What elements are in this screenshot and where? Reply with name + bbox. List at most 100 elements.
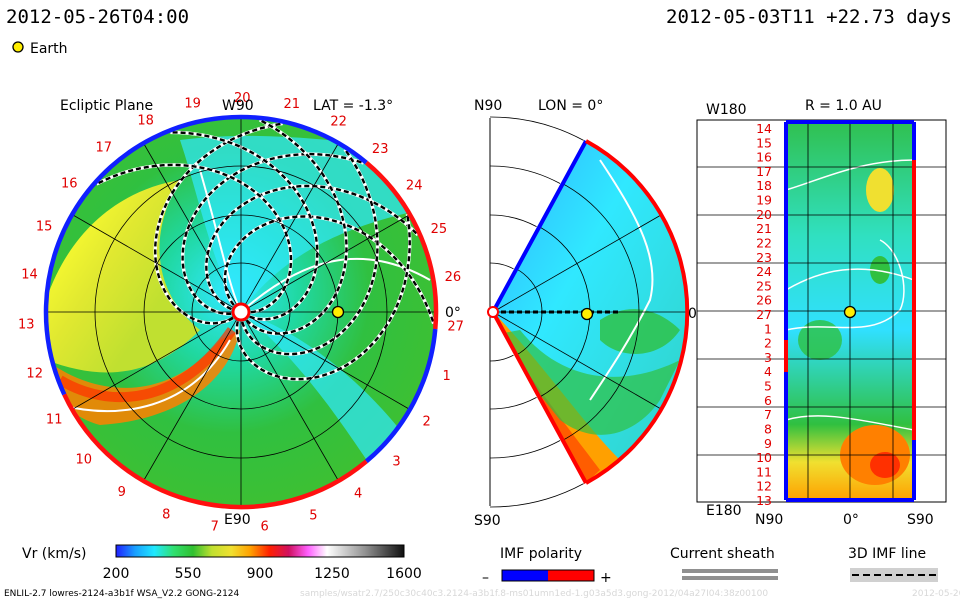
lonlat-y-label: 3 [764, 350, 772, 365]
meridional-earth-marker [580, 307, 594, 321]
meridional-green-region [493, 330, 680, 435]
meridional-outer-ring [489, 165, 561, 184]
meridional-edge-north [491, 140, 588, 313]
lonlat-sheath-2 [786, 268, 914, 291]
lonlat-sheath-1 [786, 159, 914, 191]
lonlat-y-label: 11 [756, 464, 772, 479]
run-time: 2012-05-03T11 +22.73 days [666, 6, 952, 28]
carrington-label: 25 [431, 222, 448, 237]
imf-negative-swatch [502, 570, 548, 581]
lonlat-panel: 1415161718192021222324252627123456789101… [696, 98, 947, 528]
lonlat-y-labels: 1415161718192021222324252627123456789101… [756, 121, 772, 508]
carrington-label: 1 [442, 369, 450, 384]
carrington-label: 19 [184, 97, 201, 112]
lonlat-y-label: 8 [764, 422, 772, 437]
carrington-label: 18 [137, 113, 154, 128]
lonlat-y-label: 25 [756, 278, 772, 293]
imf-line [241, 148, 379, 356]
carrington-longitude-labels: 19 20 212223242526271234567891011121314151… [18, 91, 464, 535]
ecliptic-lat-label: LAT = -1.3° [313, 98, 393, 114]
meridional-grid-spoke [493, 214, 663, 313]
carrington-label: 2 [422, 415, 430, 430]
ecliptic-polarity-ring [43, 114, 439, 510]
lonlat-earth-marker [843, 305, 857, 319]
lonlat-y-label: 18 [756, 178, 772, 193]
lonlat-top-label: W180 [706, 102, 747, 118]
carrington-label: 10 [76, 453, 93, 468]
lonlat-x-label-n90: N90 [755, 512, 783, 528]
lonlat-title: R = 1.0 AU [805, 98, 882, 114]
imf-plus-label: + [600, 570, 612, 586]
polarity-ring-arc [240, 114, 368, 165]
ecliptic-cyan-region [180, 135, 420, 312]
lonlat-y-label: 22 [756, 236, 772, 251]
colorbar-ticks: 200 550 900 1250 1600 [103, 566, 422, 582]
carrington-label: 24 [406, 179, 423, 194]
meridional-bottom-label: S90 [474, 513, 501, 529]
carrington-label: 6 [261, 520, 269, 535]
carrington-label: 16 [61, 177, 78, 192]
meridional-outer-arc [585, 139, 690, 485]
lonlat-y-label: 27 [756, 307, 772, 322]
ecliptic-plane-panel: 19 20 212223242526271234567891011121314151… [18, 91, 464, 535]
carrington-label: 7 [211, 519, 219, 534]
imf-line [205, 184, 419, 311]
footer-model-info: ENLIL-2.7 lowres-2124-a3b1f WSA_V2.2 GON… [4, 589, 240, 599]
meridional-grid-spoke [493, 311, 663, 410]
lonlat-bottom-label: E180 [706, 503, 742, 519]
lonlat-y-label: 21 [756, 221, 772, 236]
ecliptic-imf-lines [95, 118, 436, 381]
lonlat-y-label: 15 [756, 135, 772, 150]
current-sheath-swatch-2 [682, 576, 778, 580]
polarity-ring-arc [43, 114, 242, 396]
imf-minus-label: – [482, 570, 489, 586]
lonlat-y-label: 9 [764, 436, 772, 451]
imf-line [96, 163, 293, 314]
meridional-lon-label: LON = 0° [538, 98, 603, 114]
ecliptic-current-sheath [59, 339, 231, 413]
ecliptic-stream-core [57, 327, 237, 403]
lonlat-y-label: 14 [756, 121, 772, 136]
polarity-ring-arc [364, 160, 439, 330]
lonlat-y-label: 7 [764, 407, 772, 422]
meridional-outer-ring [489, 214, 537, 227]
imf-line-swatch-bg [850, 568, 938, 582]
lonlat-y-label: 1 [764, 321, 772, 336]
lonlat-y-label: 16 [756, 150, 772, 165]
current-sheath-title: Current sheath [670, 546, 775, 562]
carrington-label: 20 [234, 91, 251, 106]
polarity-ring-arc [364, 328, 438, 464]
lonlat-y-label: 17 [756, 164, 772, 179]
lonlat-y-label: 24 [756, 264, 772, 279]
imf-line [181, 152, 364, 315]
meridional-plane-panel: N90 S90 LON = 0° 0° [474, 98, 704, 529]
lonlat-yellow-patch [866, 168, 894, 212]
lonlat-y-label: 12 [756, 479, 772, 494]
lonlat-y-label: 4 [764, 364, 772, 379]
lonlat-y-label: 23 [756, 250, 772, 265]
lonlat-sheath-3 [786, 239, 905, 331]
ecliptic-right-label: 0° [445, 305, 461, 321]
imf-positive-swatch [548, 570, 594, 581]
colorbar-label: Vr (km/s) [22, 546, 86, 562]
lonlat-y-label: 20 [756, 207, 772, 222]
lonlat-y-label: 13 [756, 493, 772, 508]
lonlat-red-patch [870, 452, 900, 478]
ecliptic-fast-stream [46, 330, 240, 425]
meridional-edge-south [491, 311, 588, 484]
carrington-label: 22 [330, 114, 347, 129]
colorbar-tick-label: 200 [103, 566, 130, 582]
meridional-outer-ring [489, 483, 584, 508]
current-sheath-swatch-1 [682, 569, 778, 573]
meridional-outer-ring [489, 440, 561, 459]
imf-line [153, 122, 283, 325]
colorbar-tick-label: 1250 [314, 566, 350, 582]
earth-legend-icon [12, 41, 24, 53]
lonlat-y-label: 26 [756, 293, 772, 308]
carrington-label: 17 [96, 141, 113, 156]
colorbar: Vr (km/s) 200 550 900 1250 1600 [22, 544, 422, 582]
imf-line [223, 215, 435, 324]
lonlat-y-label: 10 [756, 450, 772, 465]
footer-date: 2012-05-26 [912, 589, 960, 599]
lonlat-green-patch-2 [798, 320, 842, 360]
